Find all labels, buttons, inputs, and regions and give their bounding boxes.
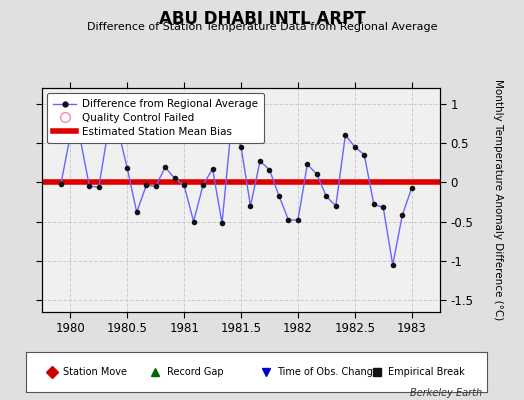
Text: Berkeley Earth: Berkeley Earth — [410, 388, 482, 398]
Text: Time of Obs. Change: Time of Obs. Change — [278, 367, 379, 377]
Text: Record Gap: Record Gap — [167, 367, 223, 377]
Legend: Difference from Regional Average, Quality Control Failed, Estimated Station Mean: Difference from Regional Average, Qualit… — [47, 93, 264, 143]
Text: Station Move: Station Move — [63, 367, 127, 377]
Y-axis label: Monthly Temperature Anomaly Difference (°C): Monthly Temperature Anomaly Difference (… — [493, 79, 503, 321]
Text: ABU DHABI INTL ARPT: ABU DHABI INTL ARPT — [159, 10, 365, 28]
Text: Difference of Station Temperature Data from Regional Average: Difference of Station Temperature Data f… — [87, 22, 437, 32]
Text: Empirical Break: Empirical Break — [388, 367, 465, 377]
